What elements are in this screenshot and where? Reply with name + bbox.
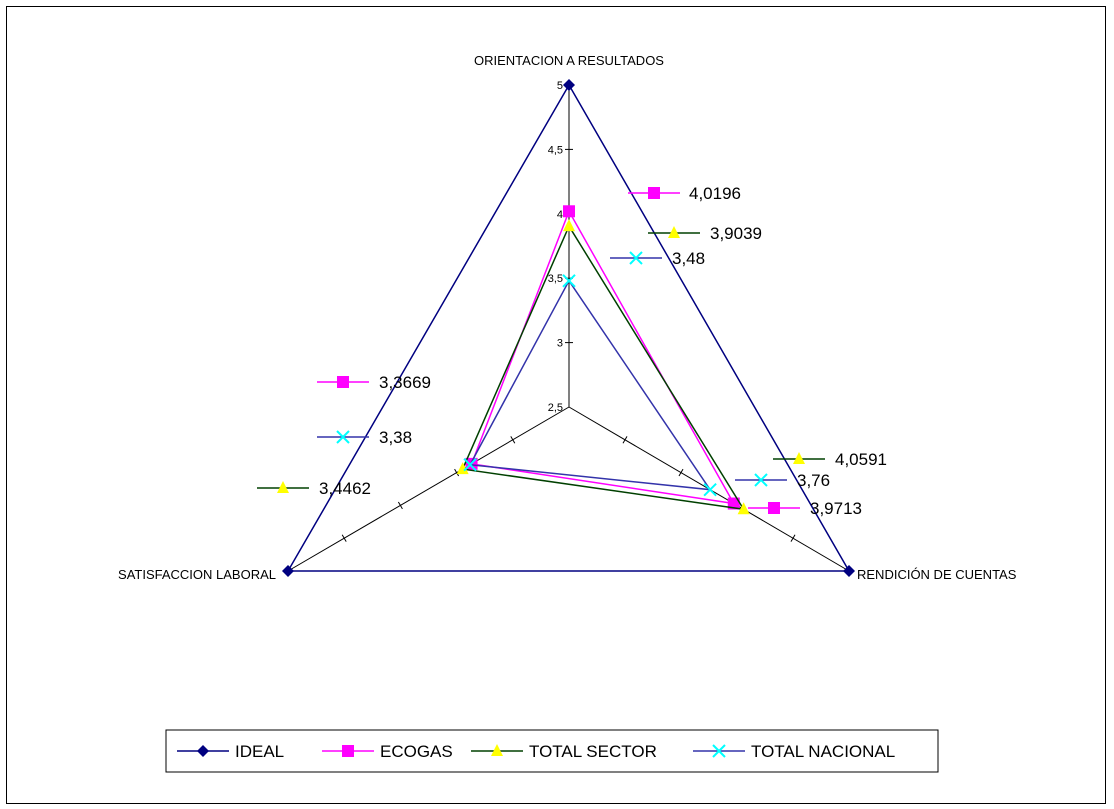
point-total-nacional-1-b (562, 274, 576, 288)
legend-key-marker (491, 744, 503, 756)
data-label-key-marker (277, 481, 289, 493)
axis-spoke-3 (287, 406, 570, 572)
data-label-ecogas-3: 3,3669 (379, 373, 431, 392)
data-label-total-nacional-3: 3,38 (379, 428, 412, 447)
tick-label: 3,5 (548, 273, 563, 285)
series-layer (282, 79, 855, 577)
data-label-total-sector-1: 3,9039 (710, 224, 762, 243)
tick-mark (790, 534, 796, 542)
series-line-total-sector (461, 224, 746, 511)
series-line-total-nacional (468, 279, 712, 491)
grid-layer: 2,5 3 3,5 4 4,5 5 (285, 80, 852, 575)
radar-chart: 2,5 3 3,5 4 4,5 5 ORIENTACION A RESULTADOS REN… (118, 53, 1017, 773)
series-line-ideal (286, 83, 851, 572)
data-label-ecogas-1: 4,0196 (689, 184, 741, 203)
point-total-nacional-3 (463, 458, 477, 472)
data-label-key-marker (754, 473, 768, 487)
tick-mark (454, 468, 460, 477)
point-total-nacional-3-b (463, 458, 477, 472)
legend-box (165, 729, 939, 773)
tick-mark (341, 534, 347, 542)
tick-label: 4,5 (548, 144, 563, 156)
tick-label: 3 (557, 338, 563, 350)
legend-key-marker (712, 744, 726, 758)
point-total-nacional-1 (562, 274, 576, 288)
tick-mark (622, 436, 628, 444)
tick-mark (678, 468, 684, 477)
point-total-nacional-2 (703, 482, 717, 497)
legend-key-marker-b (712, 744, 726, 758)
legend-layer: IDEAL ECOGAS TOTAL SECTOR TOTAL NACIONAL (165, 729, 939, 773)
tick-label: 4 (557, 209, 563, 221)
label-layer: ORIENTACION A RESULTADOS RENDICIÓN DE CUE… (118, 53, 1017, 582)
data-label-key-marker (336, 430, 350, 444)
data-label-total-nacional-1: 3,48 (672, 249, 705, 268)
point-total-sector-1 (563, 219, 575, 232)
tick-label: 5 (557, 80, 563, 92)
point-total-sector-2 (737, 502, 750, 515)
data-label-ecogas-2: 3,9713 (810, 499, 862, 518)
legend-item-total-sector: TOTAL SECTOR (529, 742, 657, 761)
axis-label-3: SATISFACCION LABORAL (118, 567, 276, 582)
data-label-total-nacional-2: 3,76 (797, 471, 830, 490)
data-label-total-sector-2: 4,0591 (835, 450, 887, 469)
data-label-key-marker (768, 502, 780, 514)
data-label-key-marker (668, 226, 680, 238)
data-label-key-marker (337, 376, 349, 388)
point-total-sector-3 (456, 462, 469, 475)
tick-mark (397, 501, 403, 510)
legend-item-ideal: IDEAL (235, 742, 284, 761)
data-label-key-marker-b (336, 430, 350, 444)
data-label-key-marker-b (754, 473, 768, 487)
data-label-key-marker (629, 251, 643, 265)
point-ecogas-1 (563, 205, 575, 218)
axis-label-2: RENDICIÓN DE CUENTAS (857, 567, 1017, 582)
point-ideal-2 (843, 565, 855, 577)
data-label-key-marker (793, 452, 805, 464)
data-label-key-marker-b (629, 251, 643, 265)
point-total-nacional-2-b (703, 482, 717, 497)
chart-frame: 2,5 3 3,5 4 4,5 5 ORIENTACION A RESULTADOS REN… (6, 6, 1106, 804)
tick-mark (510, 436, 516, 444)
data-label-total-sector-3: 3,4462 (319, 479, 371, 498)
point-ecogas-2 (727, 497, 740, 510)
point-ideal-3 (282, 565, 294, 577)
legend-key-marker (197, 745, 209, 757)
legend-key-marker (342, 745, 354, 757)
legend-item-ecogas: ECOGAS (380, 742, 453, 761)
tick-label: 2,5 (548, 402, 563, 414)
point-ideal-1 (563, 79, 575, 91)
axis-label-1: ORIENTACION A RESULTADOS (474, 53, 664, 68)
data-label-key-marker (648, 187, 660, 199)
legend-item-total-nacional: TOTAL NACIONAL (751, 742, 895, 761)
